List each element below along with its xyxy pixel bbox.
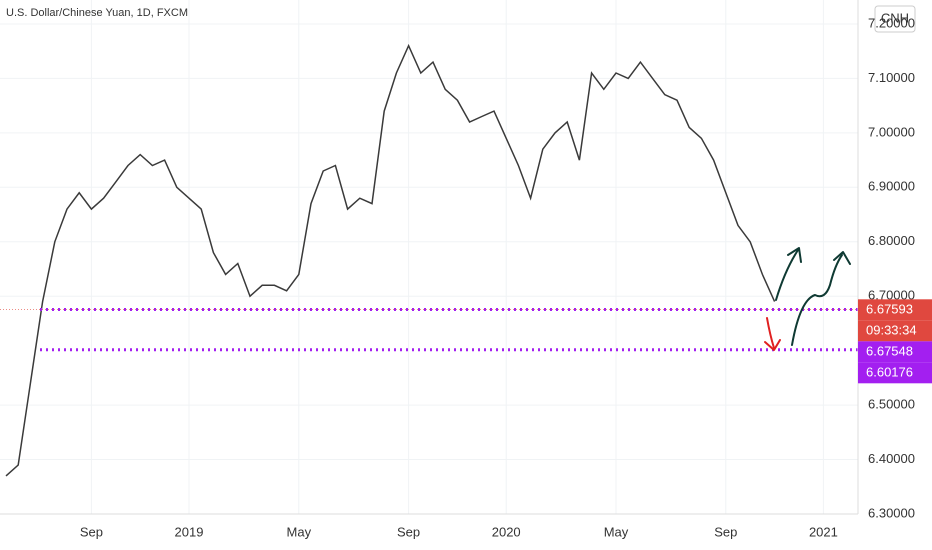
x-tick-label: Sep <box>397 524 420 539</box>
arrow-head <box>764 339 781 351</box>
last-price-label-box <box>858 299 932 321</box>
grid <box>0 0 858 515</box>
arrow-up <box>791 254 843 346</box>
arrow-head <box>833 251 851 265</box>
arrow-down <box>766 317 775 349</box>
y-tick-label: 7.20000 <box>868 15 915 30</box>
level-label-box <box>858 341 932 363</box>
symbol-badge-text: CNH <box>881 10 909 25</box>
y-tick-label: 6.30000 <box>868 505 915 520</box>
x-tick-label: May <box>287 524 312 539</box>
arrow-up <box>775 249 799 301</box>
y-tick-label: 6.40000 <box>868 451 915 466</box>
level-label-box <box>858 362 932 384</box>
x-tick-label: 2019 <box>175 524 204 539</box>
last-price-label: 6.67593 <box>866 302 913 317</box>
countdown-label: 09:33:34 <box>866 323 917 338</box>
y-tick-label: 6.90000 <box>868 179 915 194</box>
y-tick-label: 6.50000 <box>868 397 915 412</box>
arrow-head <box>787 247 802 263</box>
x-tick-label: Sep <box>714 524 737 539</box>
x-tick-label: 2021 <box>809 524 838 539</box>
chart-title: U.S. Dollar/Chinese Yuan, 1D, FXCM <box>6 7 188 19</box>
y-tick-label: 6.70000 <box>868 288 915 303</box>
x-tick-label: Sep <box>80 524 103 539</box>
price-line <box>5 43 776 477</box>
level-label: 6.60176 <box>866 365 913 380</box>
level-label: 6.67548 <box>866 344 913 359</box>
y-tick-label: 7.00000 <box>868 124 915 139</box>
annotations <box>764 247 851 351</box>
plot <box>0 43 858 477</box>
x-tick-label: May <box>604 524 629 539</box>
x-tick-label: 2020 <box>492 524 521 539</box>
y-tick-label: 6.80000 <box>868 233 915 248</box>
symbol-badge[interactable] <box>874 5 916 33</box>
y-tick-label: 7.10000 <box>868 70 915 85</box>
countdown-label-box <box>858 320 932 342</box>
